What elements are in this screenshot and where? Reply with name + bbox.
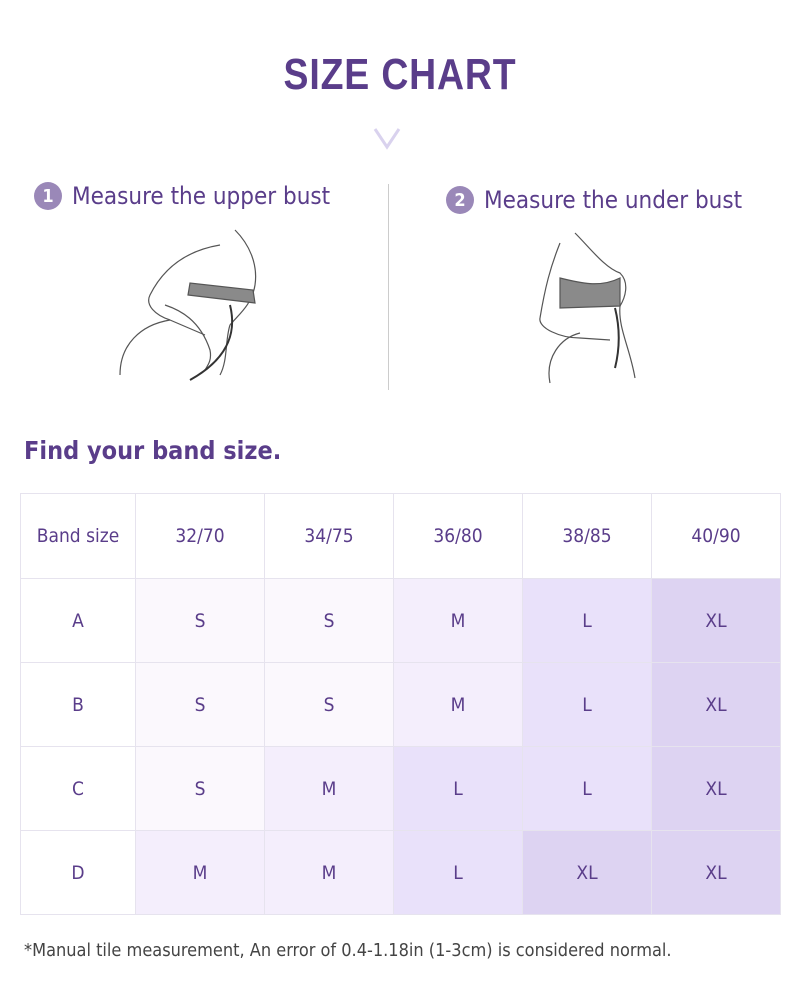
size-cell: S [135,746,265,831]
table-row: C S M L L XL [20,746,781,831]
cup-cell: C [20,746,136,831]
size-cell: S [264,578,394,663]
table-row: A S S M L XL [20,578,781,663]
size-cell: L [393,830,523,915]
step-upper-bust: 1 Measure the upper bust [34,182,330,210]
size-cell: L [522,578,652,663]
step-label: Measure the upper bust [72,182,331,210]
header-cell: Band size [20,493,136,579]
table-row: D M M L XL XL [20,830,781,915]
section-heading: Find your band size. [24,436,282,465]
table-row: B S S M L XL [20,662,781,747]
size-cell: L [393,746,523,831]
size-cell: M [135,830,265,915]
chevron-down-icon [373,128,401,150]
measurement-note: *Manual tile measurement, An error of 0.… [24,940,672,961]
size-cell: XL [651,830,781,915]
under-bust-illustration [539,232,636,384]
size-cell: S [135,662,265,747]
size-cell: XL [522,830,652,915]
size-table: Band size 32/70 34/75 36/80 38/85 40/90 … [20,493,781,915]
upper-bust-illustration [119,229,257,381]
header-cell: 38/85 [522,493,652,579]
step-label: Measure the under bust [484,186,743,214]
size-cell: M [264,746,394,831]
divider [388,184,389,390]
step-number-badge: 1 [34,182,62,210]
size-cell: XL [651,578,781,663]
cup-cell: D [20,830,136,915]
step-number-badge: 2 [446,186,474,214]
size-cell: L [522,662,652,747]
size-cell: S [135,578,265,663]
header-cell: 34/75 [264,493,394,579]
size-cell: M [393,578,523,663]
size-cell: M [393,662,523,747]
header-cell: 36/80 [393,493,523,579]
step-under-bust: 2 Measure the under bust [446,186,742,214]
size-cell: L [522,746,652,831]
page-title: SIZE CHART [283,50,517,99]
table-header-row: Band size 32/70 34/75 36/80 38/85 40/90 [20,493,781,579]
cup-cell: A [20,578,136,663]
size-cell: XL [651,746,781,831]
cup-cell: B [20,662,136,747]
size-cell: M [264,830,394,915]
header-cell: 40/90 [651,493,781,579]
size-cell: S [264,662,394,747]
size-cell: XL [651,662,781,747]
header-cell: 32/70 [135,493,265,579]
